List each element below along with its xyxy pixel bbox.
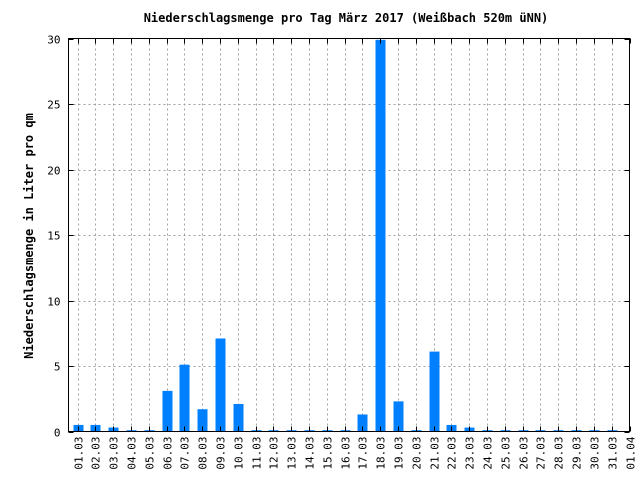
bar-08.03 <box>197 409 208 432</box>
x-tick-label: 14.03 <box>304 437 317 470</box>
x-tick-label: 21.03 <box>429 437 442 470</box>
x-tick-label: 16.03 <box>340 437 353 470</box>
x-tick-label: 17.03 <box>357 437 370 470</box>
y-tick-label: 0 <box>54 427 61 440</box>
x-tick-label: 27.03 <box>535 437 548 470</box>
x-tick-label: 15.03 <box>322 437 335 470</box>
x-tick-labels: 01.03 02.03 03.03 04.03 05.03 06.03 07.03 08.03… <box>73 436 638 469</box>
x-tick-label: 18.03 <box>375 437 388 470</box>
axis-ticks <box>68 38 631 433</box>
x-tick-label: 03.03 <box>108 437 121 470</box>
bar-17.03 <box>357 414 368 432</box>
bar-10.03 <box>233 403 244 432</box>
x-tick-label: 11.03 <box>251 437 264 470</box>
y-tick-label: 20 <box>47 165 60 178</box>
x-tick-label: 05.03 <box>144 437 157 470</box>
x-tick-label: 09.03 <box>215 437 228 470</box>
x-tick-label: 24.03 <box>482 437 495 470</box>
bar-19.03 <box>393 401 404 432</box>
bar-07.03 <box>179 364 190 432</box>
x-tick-label: 01.03 <box>73 437 86 470</box>
y-tick-label: 25 <box>47 99 60 112</box>
y-tick-label: 10 <box>47 296 60 309</box>
x-tick-label: 25.03 <box>500 437 513 470</box>
x-tick-label: 22.03 <box>446 437 459 470</box>
x-tick-label: 10.03 <box>233 437 246 470</box>
bar-09.03 <box>215 338 226 432</box>
x-tick-label: 12.03 <box>268 437 281 470</box>
y-tick-labels: 0 5 10 15 20 25 30 <box>47 34 60 440</box>
y-tick-label: 15 <box>47 230 60 243</box>
x-tick-label: 06.03 <box>162 437 175 470</box>
x-tick-label: 23.03 <box>464 437 477 470</box>
bar-18.03 <box>375 39 386 432</box>
x-tick-label: 13.03 <box>286 437 299 470</box>
y-tick-label: 30 <box>47 34 60 47</box>
x-tick-label: 04.03 <box>126 437 139 470</box>
x-tick-label: 01.04 <box>625 436 638 469</box>
x-tick-label: 19.03 <box>393 437 406 470</box>
chart-title: Niederschlagsmenge pro Tag März 2017 (We… <box>144 11 549 25</box>
x-tick-label: 31.03 <box>607 437 620 470</box>
bar-06.03 <box>162 390 173 432</box>
x-tick-label: 02.03 <box>90 437 103 470</box>
x-tick-label: 28.03 <box>553 437 566 470</box>
y-axis-label: Niederschlagsmenge in Liter pro qm <box>22 113 36 359</box>
grid <box>68 38 630 432</box>
y-tick-label: 5 <box>54 361 61 374</box>
bar-21.03 <box>429 351 440 432</box>
x-tick-label: 20.03 <box>411 437 424 470</box>
x-tick-label: 29.03 <box>571 437 584 470</box>
x-tick-label: 08.03 <box>197 437 210 470</box>
x-tick-label: 30.03 <box>589 437 602 470</box>
x-tick-label: 07.03 <box>179 437 192 470</box>
x-tick-label: 26.03 <box>518 437 531 470</box>
